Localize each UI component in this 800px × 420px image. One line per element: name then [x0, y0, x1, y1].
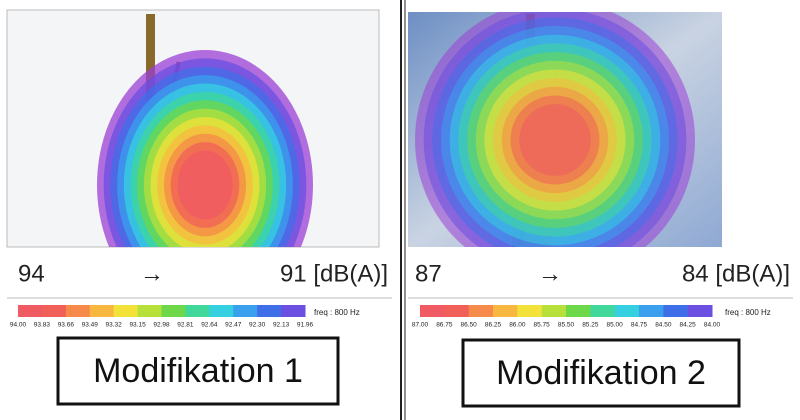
scale-label: 86.50	[461, 322, 478, 329]
scale-swatch	[41, 305, 67, 317]
scale-label: 91.96	[297, 322, 314, 329]
scale-swatch	[420, 305, 445, 317]
arrow: →	[538, 260, 562, 287]
scale-label: 93.15	[129, 322, 146, 329]
scale-label: 86.25	[485, 322, 502, 329]
scale-label: 94.00	[10, 322, 27, 329]
scale-label: 84.75	[631, 322, 648, 329]
scale-label: 86.75	[436, 322, 453, 329]
scale-swatch	[113, 305, 139, 317]
scale-swatch	[185, 305, 210, 317]
scale-swatch	[444, 305, 470, 317]
scale-label: 85.00	[607, 322, 624, 329]
sound-ring	[177, 150, 233, 220]
scale-swatch	[18, 305, 43, 317]
scale-swatch	[541, 305, 567, 317]
acoustic-overlay	[415, 12, 695, 247]
scale-label: 92.13	[273, 322, 290, 329]
panel-title: Modifikation 2	[496, 354, 706, 392]
scale-label: 85.25	[582, 322, 599, 329]
scale-swatch	[468, 305, 494, 317]
sound-ring	[519, 104, 591, 176]
scale-label: 93.49	[82, 322, 99, 329]
level-to: 91 [dB(A)]	[280, 260, 388, 287]
image-margin	[722, 12, 795, 247]
arrow: →	[140, 260, 164, 287]
scale-swatch	[137, 305, 162, 317]
scale-swatch	[209, 305, 234, 317]
title-box	[461, 338, 741, 408]
scale-label: 93.32	[106, 322, 123, 329]
acoustic-overlay	[97, 14, 313, 247]
scale-label: 92.98	[153, 322, 170, 329]
scale-swatch	[566, 305, 591, 317]
scale-swatch	[161, 305, 186, 317]
scale-swatch	[65, 305, 91, 317]
level-from: 87	[415, 260, 442, 287]
scale-label: 84.00	[704, 322, 721, 329]
scale-swatch	[639, 305, 664, 317]
level-from: 94	[18, 260, 45, 287]
scale-swatch	[687, 305, 713, 317]
scale-label: 85.75	[534, 322, 551, 329]
scale-swatch	[614, 305, 640, 317]
scale-label: 84.50	[655, 322, 672, 329]
scale-swatch	[663, 305, 689, 317]
scale-swatch	[590, 305, 616, 317]
title-box	[56, 336, 340, 406]
scale-label: 86.00	[509, 322, 526, 329]
scale-swatch	[281, 305, 306, 317]
scale-label: 92.47	[225, 322, 242, 329]
scale-label: 92.30	[249, 322, 266, 329]
scale-label: 87.00	[412, 322, 429, 329]
frequency: freq : 800 Hz	[314, 308, 360, 317]
scale-label: 92.81	[177, 322, 194, 329]
level-to: 84 [dB(A)]	[682, 260, 790, 287]
scale-swatch	[233, 305, 258, 317]
frequency: freq : 800 Hz	[725, 308, 771, 317]
panel-title: Modifikation 1	[93, 352, 303, 390]
scale-label: 93.66	[58, 322, 75, 329]
scale-label: 93.83	[34, 322, 51, 329]
scale-swatch	[493, 305, 518, 317]
scale-label: 84.25	[680, 322, 697, 329]
scale-swatch	[89, 305, 115, 317]
scale-label: 92.64	[201, 322, 218, 329]
scale-swatch	[517, 305, 543, 317]
scale-swatch	[257, 305, 282, 317]
scale-label: 85.50	[558, 322, 575, 329]
